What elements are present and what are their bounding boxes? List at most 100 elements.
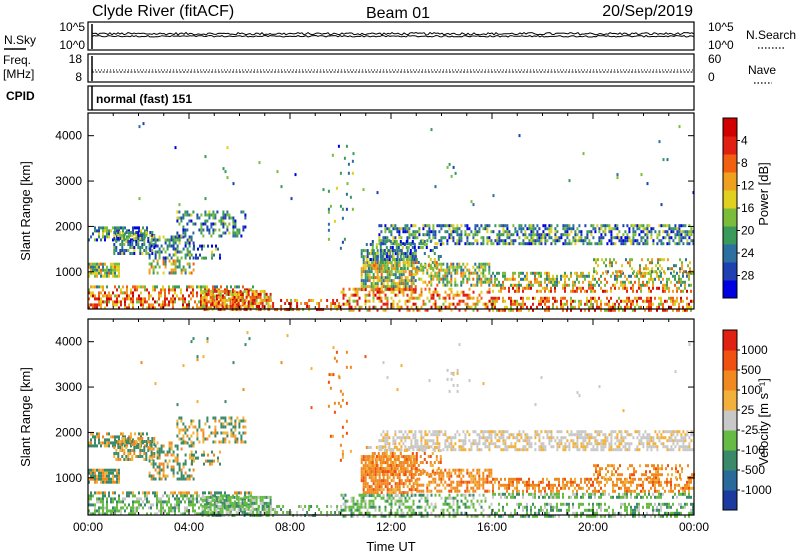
echo-cell — [380, 287, 383, 291]
echo-cell — [554, 283, 556, 287]
echo-cell — [166, 453, 169, 457]
echo-cell — [116, 297, 118, 301]
echo-cell — [178, 297, 180, 301]
echo-cell — [664, 271, 666, 275]
echo-cell — [228, 422, 231, 426]
echo-cell — [642, 227, 645, 231]
echo-cell — [398, 249, 401, 253]
echo-cell — [120, 500, 122, 504]
echo-cell — [162, 500, 164, 504]
echo-cell — [476, 239, 479, 243]
echo-cell — [484, 262, 487, 266]
echo-cell — [140, 503, 142, 507]
echo-cell — [204, 210, 207, 214]
echo-cell — [366, 488, 369, 492]
echo-cell — [202, 428, 205, 432]
echo-cell — [426, 271, 429, 275]
echo-cell — [239, 501, 242, 505]
echo-cell — [234, 422, 237, 426]
echo-cell — [234, 231, 237, 235]
echo-cell — [240, 234, 243, 238]
echo-cell — [439, 255, 442, 258]
echo-cell — [410, 494, 413, 498]
echo-cell — [376, 296, 379, 300]
echo-cell — [219, 507, 222, 511]
echo-cell — [632, 233, 635, 237]
echo-cell — [660, 280, 662, 284]
echo-cell — [414, 288, 417, 292]
echo-cell — [348, 296, 351, 300]
echo-cell — [398, 258, 401, 262]
echo-cell — [382, 279, 385, 283]
echo-cell — [140, 300, 142, 304]
echo-cell — [546, 271, 548, 275]
echo-cell — [108, 291, 110, 295]
echo-cell — [434, 290, 437, 294]
echo-cell — [674, 283, 676, 287]
echo-cell — [605, 264, 607, 268]
echo-cell — [268, 511, 271, 514]
echo-cell — [512, 308, 514, 312]
echo-cell — [208, 434, 211, 438]
echo-cell — [214, 494, 216, 498]
echo-cell — [414, 233, 417, 237]
echo-cell — [108, 274, 110, 278]
echo-cell — [333, 219, 336, 223]
echo-cell — [98, 500, 100, 504]
echo-cell — [170, 238, 173, 242]
echo-cell — [410, 479, 413, 483]
echo-cell — [104, 438, 106, 442]
echo-cell — [402, 270, 405, 274]
echo-cell — [378, 279, 381, 283]
echo-cell — [498, 233, 501, 237]
echo-cell — [234, 225, 237, 229]
echo-cell — [419, 264, 422, 267]
echo-cell — [102, 435, 104, 439]
echo-cell — [354, 293, 357, 297]
echo-cell — [458, 293, 461, 297]
echo-cell — [450, 283, 453, 287]
echo-cell — [233, 507, 236, 511]
echo-cell — [496, 271, 498, 275]
echo-cell — [129, 449, 132, 452]
echo-cell — [390, 491, 393, 495]
echo-cell — [211, 498, 214, 502]
echo-cell — [592, 274, 594, 278]
echo-cell — [126, 438, 128, 442]
echo-cell — [104, 238, 106, 242]
echo-cell — [245, 289, 248, 293]
echo-cell — [372, 264, 375, 268]
echo-cell — [584, 302, 586, 306]
echo-cell — [434, 274, 437, 278]
echo-cell — [413, 267, 416, 270]
echo-cell — [526, 271, 528, 275]
echo-cell — [164, 288, 166, 292]
echo-cell — [428, 236, 431, 240]
echo-cell — [235, 504, 238, 508]
echo-cell — [164, 297, 166, 301]
echo-cell — [558, 236, 561, 240]
echo-cell — [366, 299, 369, 303]
echo-cell — [680, 283, 682, 287]
echo-cell — [152, 462, 155, 466]
echo-cell — [409, 255, 412, 258]
echo-cell — [466, 233, 469, 237]
echo-cell — [174, 253, 177, 257]
echo-cell — [122, 500, 124, 504]
echo-cell — [412, 224, 415, 228]
echo-cell — [214, 213, 217, 217]
echo-cell — [156, 244, 159, 248]
echo-cell — [610, 286, 612, 290]
echo-cell — [498, 230, 501, 234]
echo-cell — [448, 268, 451, 272]
echo-cell — [269, 495, 272, 499]
echo-cell — [364, 288, 367, 292]
echo-cell — [162, 503, 164, 507]
echo-cell — [636, 227, 639, 231]
echo-cell — [247, 498, 250, 502]
echo-cell — [552, 274, 554, 278]
echo-cell — [572, 289, 574, 293]
echo-cell — [636, 242, 639, 246]
echo-cell — [520, 224, 523, 228]
echo-cell — [184, 512, 186, 516]
